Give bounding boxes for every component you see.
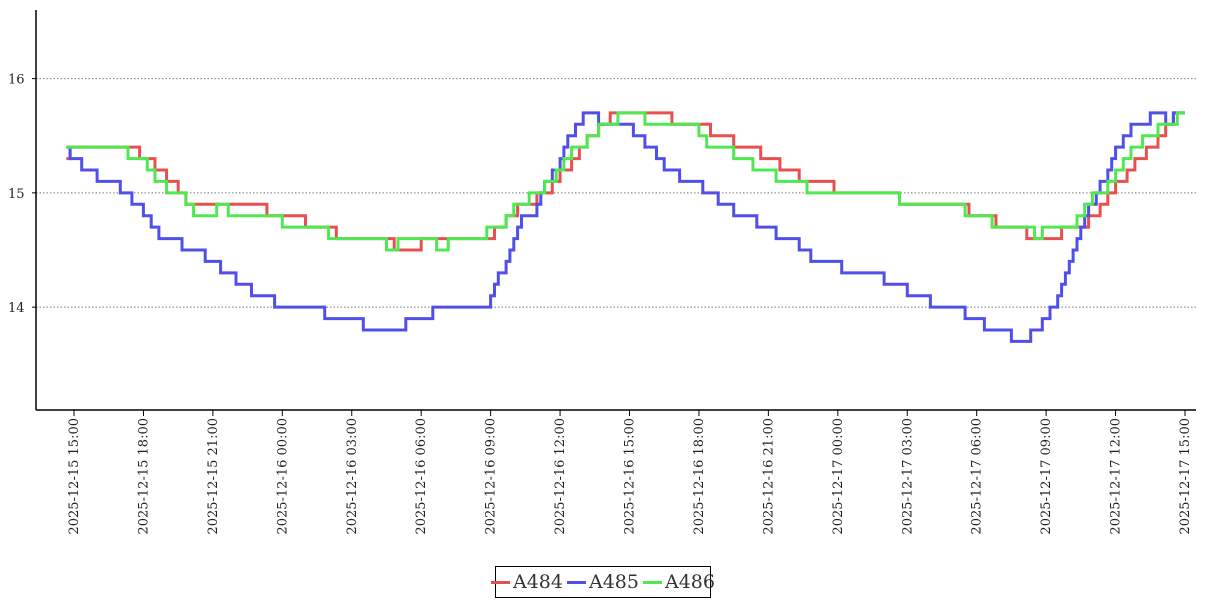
y-tick-label: 16 <box>8 73 25 88</box>
legend-item-a485: A485 <box>567 571 639 593</box>
y-ticks: 14 15 16 <box>8 73 36 316</box>
legend-label: A486 <box>665 571 715 593</box>
y-tick-label: 14 <box>8 301 25 316</box>
legend-label: A485 <box>589 571 639 593</box>
legend-swatch <box>643 580 662 584</box>
y-tick-label: 15 <box>8 187 25 202</box>
axes <box>35 10 1196 411</box>
x-tick-label: 2025-12-15 18:00 <box>136 418 151 535</box>
x-tick-label: 2025-12-17 06:00 <box>970 418 985 535</box>
x-ticks: 2025-12-15 15:00 2025-12-15 18:00 2025-12-… <box>67 410 1193 535</box>
series-line-a485 <box>66 111 1185 343</box>
series-layer <box>66 111 1185 343</box>
x-tick-label: 2025-12-17 09:00 <box>1039 418 1054 535</box>
legend: A484 A485 A486 <box>491 566 715 598</box>
series-line-a484 <box>66 111 1185 252</box>
x-tick-label: 2025-12-16 18:00 <box>692 418 707 535</box>
x-tick-label: 2025-12-17 12:00 <box>1109 418 1124 535</box>
x-tick-label: 2025-12-16 06:00 <box>414 418 429 535</box>
x-tick-label: 2025-12-16 03:00 <box>345 418 360 535</box>
x-tick-label: 2025-12-15 15:00 <box>67 418 82 535</box>
legend-item-a486: A486 <box>643 571 715 593</box>
series-line-a486 <box>66 111 1185 252</box>
legend-swatch <box>567 580 586 584</box>
legend-swatch <box>491 580 510 584</box>
x-tick-label: 2025-12-16 21:00 <box>761 418 776 535</box>
x-tick-label: 2025-12-17 15:00 <box>1178 418 1193 535</box>
legend-label: A484 <box>513 571 563 593</box>
x-tick-label: 2025-12-16 00:00 <box>275 418 290 535</box>
x-tick-label: 2025-12-17 00:00 <box>831 418 846 535</box>
legend-item-a484: A484 <box>491 571 563 593</box>
gridlines <box>36 78 1196 308</box>
x-tick-label: 2025-12-15 21:00 <box>206 418 221 535</box>
x-tick-label: 2025-12-17 03:00 <box>900 418 915 535</box>
x-tick-label: 2025-12-16 09:00 <box>484 418 499 535</box>
x-tick-label: 2025-12-16 12:00 <box>553 418 568 535</box>
x-tick-label: 2025-12-16 15:00 <box>623 418 638 535</box>
